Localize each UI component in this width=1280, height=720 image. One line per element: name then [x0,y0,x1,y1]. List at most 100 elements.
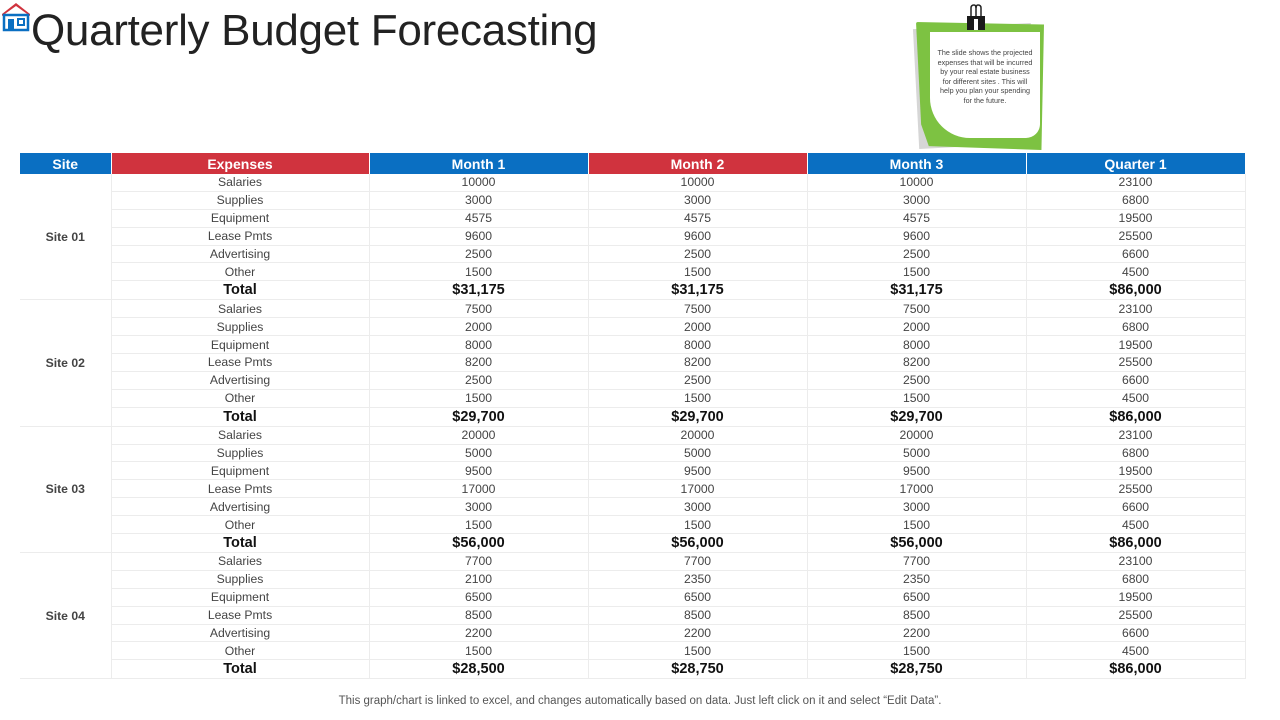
table-row: Advertising 2500 2500 2500 6600 [20,371,1246,390]
value-cell: 5000 [369,444,589,463]
value-cell: 9500 [807,461,1027,481]
value-cell: 3000 [807,191,1027,210]
value-cell: 5000 [807,444,1027,463]
table-row: Equipment 8000 8000 8000 19500 [20,335,1246,355]
expense-label: Advertising [111,371,370,390]
total-cell: $86,000 [1026,407,1246,427]
table-row: Lease Pmts 17000 17000 17000 25500 [20,479,1246,499]
value-cell: 2200 [369,624,589,643]
value-cell: 6800 [1026,570,1246,589]
expense-label: Salaries [111,174,370,192]
binder-clip-icon [967,4,985,30]
value-cell: 8500 [807,606,1027,625]
header-month-1: Month 1 [369,153,589,174]
value-cell: 4575 [588,209,808,228]
value-cell: 6600 [1026,624,1246,643]
value-cell: 8000 [807,335,1027,355]
total-cell: $31,175 [588,280,808,301]
note-text: The slide shows the projected expenses t… [937,48,1033,105]
value-cell: 4500 [1026,515,1246,535]
expense-label: Supplies [111,570,370,589]
value-cell: 1500 [369,515,589,535]
total-cell: $31,175 [807,280,1027,301]
value-cell: 3000 [369,191,589,210]
value-cell: 2500 [369,245,589,264]
table-row: Equipment 6500 6500 6500 19500 [20,588,1246,607]
table-row: Supplies 2100 2350 2350 6800 [20,570,1246,589]
value-cell: 1500 [588,389,808,408]
value-cell: 4500 [1026,262,1246,282]
total-row: Total $56,000 $56,000 $56,000 $86,000 [20,533,1246,554]
value-cell: 2350 [807,570,1027,589]
total-label: Total [111,659,370,680]
expense-label: Lease Pmts [111,479,370,499]
table-row: Equipment 9500 9500 9500 19500 [20,461,1246,481]
table-row: Advertising 2500 2500 2500 6600 [20,245,1246,264]
expense-label: Advertising [111,497,370,517]
value-cell: 1500 [807,262,1027,282]
value-cell: 2350 [588,570,808,589]
value-cell: 7500 [807,299,1027,319]
value-cell: 2500 [588,371,808,390]
table-row: Other 1500 1500 1500 4500 [20,262,1246,282]
value-cell: 1500 [807,641,1027,661]
value-cell: 23100 [1026,174,1246,192]
total-row: Total $28,500 $28,750 $28,750 $86,000 [20,659,1246,680]
value-cell: 8200 [588,353,808,372]
total-cell: $56,000 [369,533,589,554]
value-cell: 6500 [369,588,589,607]
value-cell: 2500 [369,371,589,390]
expense-label: Supplies [111,191,370,210]
value-cell: 17000 [807,479,1027,499]
value-cell: 6600 [1026,497,1246,517]
table-row: Supplies 5000 5000 5000 6800 [20,444,1246,463]
value-cell: 25500 [1026,479,1246,499]
value-cell: 6600 [1026,371,1246,390]
header-site: Site [20,153,112,174]
value-cell: 2500 [588,245,808,264]
expense-label: Lease Pmts [111,227,370,246]
value-cell: 8500 [588,606,808,625]
site-label: Site 02 [20,299,112,427]
total-cell: $56,000 [807,533,1027,554]
expense-label: Advertising [111,624,370,643]
value-cell: 6800 [1026,444,1246,463]
value-cell: 3000 [807,497,1027,517]
house-icon [2,3,30,32]
table-row: Equipment 4575 4575 4575 19500 [20,209,1246,228]
value-cell: 3000 [588,191,808,210]
total-cell: $86,000 [1026,280,1246,301]
value-cell: 23100 [1026,552,1246,571]
value-cell: 2100 [369,570,589,589]
expense-label: Equipment [111,335,370,355]
table-row: Site 03 Salaries 20000 20000 20000 23100 [20,426,1246,554]
value-cell: 1500 [588,515,808,535]
value-cell: 10000 [588,174,808,192]
value-cell: 9500 [369,461,589,481]
value-cell: 3000 [369,497,589,517]
value-cell: 1500 [588,262,808,282]
value-cell: 6800 [1026,191,1246,210]
total-row: Total $29,700 $29,700 $29,700 $86,000 [20,407,1246,427]
expense-label: Salaries [111,299,370,319]
total-label: Total [111,533,370,554]
value-cell: 25500 [1026,606,1246,625]
table-row: Site 01 Salaries 10000 10000 10000 23100 [20,174,1246,301]
value-cell: 19500 [1026,209,1246,228]
table-header-row: Site Expenses Month 1 Month 2 Month 3 Qu… [20,153,1246,174]
value-cell: 3000 [588,497,808,517]
header-quarter-1: Quarter 1 [1026,153,1246,174]
expense-label: Supplies [111,444,370,463]
total-cell: $29,700 [807,407,1027,427]
value-cell: 7700 [369,552,589,571]
page-title: Quarterly Budget Forecasting [31,6,598,55]
expense-label: Equipment [111,209,370,228]
value-cell: 23100 [1026,426,1246,445]
total-cell: $86,000 [1026,533,1246,554]
expense-label: Other [111,262,370,282]
value-cell: 23100 [1026,299,1246,319]
value-cell: 7700 [588,552,808,571]
expense-label: Equipment [111,588,370,607]
value-cell: 7700 [807,552,1027,571]
value-cell: 17000 [369,479,589,499]
